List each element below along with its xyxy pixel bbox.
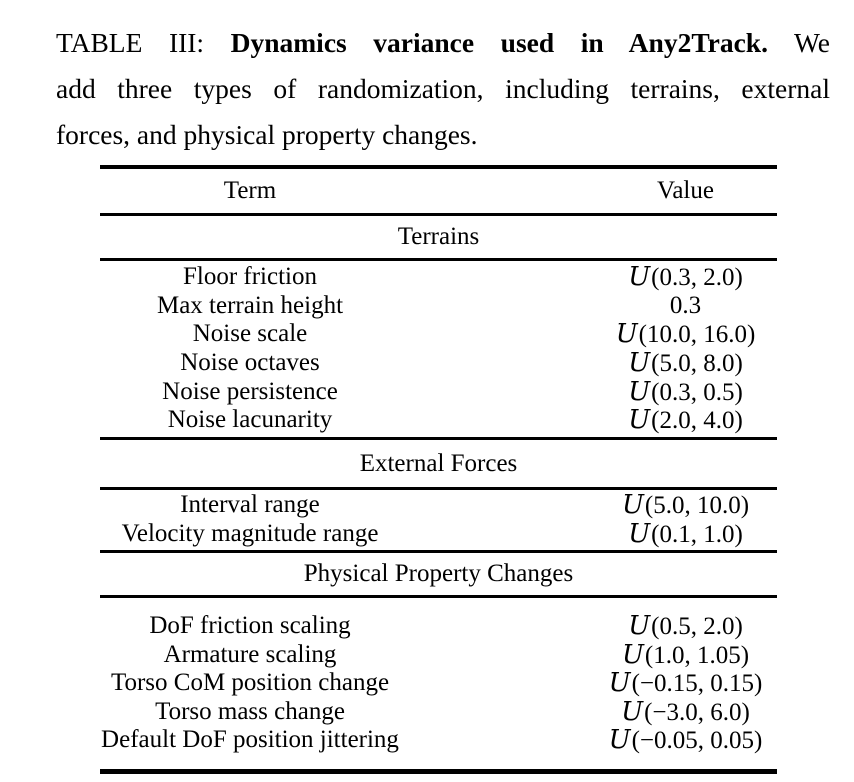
table-row: DoF friction scaling U(0.5, 2.0) (100, 612, 777, 641)
column-gap (400, 349, 594, 379)
table-row: Noise scale U(10.0, 16.0) (100, 320, 777, 349)
section-rows-physical-property-changes: DoF friction scaling U(0.5, 2.0) Armature … (100, 598, 777, 769)
table-mid-rule (100, 258, 777, 261)
term-cell: DoF friction scaling (149, 612, 351, 640)
table-row: Noise persistence U(0.3, 0.5) (100, 376, 777, 408)
table-row: Noise lacunarity U(2.0, 4.0) (100, 406, 777, 435)
table-mid-rule (100, 437, 777, 440)
value-cell: U(5.0, 8.0) (628, 348, 743, 378)
table-mid-rule (100, 550, 777, 553)
column-gap (400, 320, 594, 350)
table-mid-rule (100, 595, 777, 598)
column-header-term: Term (223, 177, 277, 204)
value-cell: U(0.5, 2.0) (628, 611, 743, 642)
column-gap (400, 378, 594, 408)
column-gap (400, 292, 594, 321)
value-cell: U(0.3, 2.0) (628, 262, 743, 293)
uniform-distribution-symbol: U (621, 639, 644, 670)
term-cell: Noise scale (192, 320, 308, 348)
section-rows-terrains: Floor friction U(0.3, 2.0) Max terrain hei… (100, 261, 777, 437)
value-cell: 0.3 (669, 291, 702, 319)
table-mid-rule (100, 213, 777, 216)
value-cell: U(−3.0, 6.0) (621, 696, 750, 727)
term-cell: Floor friction (182, 263, 317, 291)
column-gap (400, 263, 594, 293)
uniform-distribution-symbol: U (621, 696, 644, 727)
value-cell: U(2.0, 4.0) (628, 405, 743, 436)
table-top-rule (100, 165, 777, 169)
term-cell: Torso CoM position change (110, 669, 390, 697)
column-header-value: Value (657, 177, 714, 204)
table-mid-rule (100, 487, 777, 490)
table-caption: TABLE III: Dynamics variance used in Any… (56, 20, 830, 158)
value-cell: U(1.0, 1.05) (621, 639, 750, 670)
value-cell: U(0.3, 0.5) (628, 376, 743, 407)
caption-label: TABLE III: (56, 27, 231, 58)
column-gap (400, 641, 594, 671)
term-cell: Torso mass change (155, 697, 345, 725)
column-gap (400, 669, 594, 699)
term-cell: Noise persistence (162, 377, 338, 405)
column-gap (400, 406, 594, 436)
uniform-distribution-symbol: U (628, 611, 651, 642)
caption-line-1: TABLE III: Dynamics variance used in Any… (56, 20, 830, 66)
uniform-distribution-symbol: U (628, 519, 651, 549)
value-cell: U(−0.15, 0.15) (608, 668, 763, 699)
caption-line-3: forces, and physical property changes. (56, 119, 478, 150)
caption-line-2: add three types of randomization, includ… (56, 73, 830, 104)
column-gap (400, 698, 594, 728)
term-cell: Max terrain height (156, 291, 344, 319)
uniform-distribution-symbol: U (608, 725, 631, 756)
table-bottom-rule (100, 769, 777, 774)
table-row: Torso mass change U(−3.0, 6.0) (100, 696, 777, 728)
uniform-distribution-symbol: U (628, 405, 651, 436)
value-cell: U(10.0, 16.0) (615, 319, 756, 350)
table-row: Noise octaves U(5.0, 8.0) (100, 349, 777, 378)
term-cell: Noise lacunarity (167, 406, 333, 434)
value-cell: U(5.0, 10.0) (621, 490, 750, 521)
table-row: Default DoF position jittering U(−0.05, 0… (100, 726, 777, 755)
uniform-distribution-symbol: U (628, 348, 651, 378)
term-cell: Armature scaling (163, 640, 337, 668)
column-gap (400, 726, 594, 756)
section-rows-external-forces: Interval range U(5.0, 10.0) Velocity magni… (100, 490, 777, 550)
dynamics-variance-table: Term Value Terrains Floor friction U(0.3,… (100, 165, 777, 774)
uniform-distribution-symbol: U (628, 376, 651, 407)
table-row: Torso CoM position change U(−0.15, 0.15) (100, 669, 777, 698)
uniform-distribution-symbol: U (621, 490, 644, 521)
section-header-terrains: Terrains (397, 223, 480, 250)
term-cell: Velocity magnitude range (121, 520, 379, 547)
value-cell: U(0.1, 1.0) (628, 519, 743, 549)
table-row: Max terrain height 0.3 (100, 292, 777, 321)
caption-line1-tail: We (767, 27, 830, 58)
term-cell: Default DoF position jittering (101, 726, 399, 754)
caption-title-bold: Dynamics variance used in Any2Track. (230, 27, 768, 58)
column-gap (400, 491, 594, 521)
uniform-distribution-symbol: U (608, 668, 631, 699)
table-row: Floor friction U(0.3, 2.0) (100, 263, 777, 292)
term-cell: Interval range (180, 491, 320, 519)
section-header-external-forces: External Forces (359, 449, 518, 477)
column-gap (400, 520, 594, 550)
table-row: Interval range U(5.0, 10.0) (100, 491, 777, 520)
section-header-physical-property-changes: Physical Property Changes (303, 560, 574, 587)
term-cell: Noise octaves (180, 349, 320, 376)
uniform-distribution-symbol: U (615, 319, 638, 350)
table-header-row: Term Value (100, 169, 777, 213)
table-row: Armature scaling U(1.0, 1.05) (100, 639, 777, 671)
uniform-distribution-symbol: U (628, 262, 651, 293)
table-row: Velocity magnitude range U(0.1, 1.0) (100, 520, 777, 549)
column-gap (400, 612, 594, 642)
value-cell: U(−0.05, 0.05) (608, 725, 763, 756)
